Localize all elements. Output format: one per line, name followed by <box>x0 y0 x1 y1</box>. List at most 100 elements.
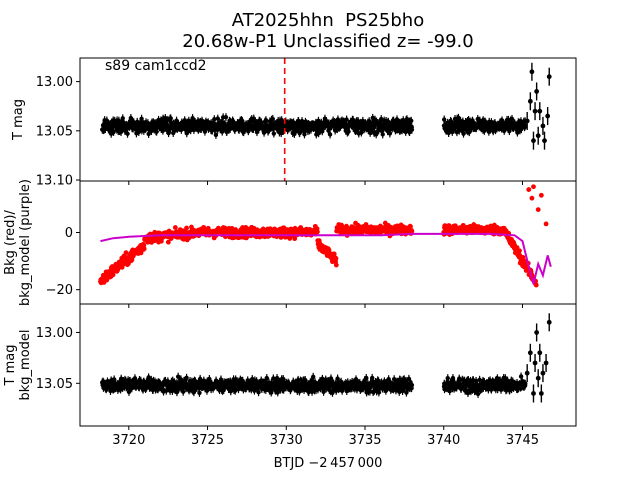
chart-title-line-1: AT2025hhn PS25bho <box>231 10 425 31</box>
data-point <box>271 131 277 136</box>
data-point <box>467 129 472 135</box>
bkg-point <box>533 282 539 288</box>
panel-middle: −20 0 Bkg (red)/bkg_model (purple) <box>3 179 577 308</box>
y-tick-label: 13.00 <box>36 75 73 90</box>
data-point <box>168 116 173 121</box>
y-axis-label: Bkg (red)/ <box>3 210 18 275</box>
data-point <box>310 374 316 380</box>
data-point <box>531 138 536 144</box>
bkg-point <box>526 187 532 192</box>
data-point <box>344 117 349 122</box>
bkg-point <box>184 225 189 231</box>
data-point <box>409 382 415 388</box>
y-tick-label: 0 <box>65 226 73 241</box>
data-point <box>271 376 276 381</box>
data-point <box>212 116 217 122</box>
data-point <box>540 123 546 129</box>
data-point <box>409 127 415 132</box>
data-point <box>445 375 450 381</box>
bkg-point <box>331 251 337 257</box>
y-axis-label: T mag <box>11 99 26 141</box>
bkg-point <box>529 195 535 201</box>
data-point <box>263 117 269 123</box>
data-point <box>535 133 541 139</box>
bkg-point <box>520 254 526 260</box>
y-tick-label: 13.05 <box>36 124 73 139</box>
data-point <box>270 116 275 122</box>
data-point <box>545 113 551 119</box>
data-point <box>523 123 528 128</box>
data-point <box>461 131 466 136</box>
data-point <box>507 128 512 134</box>
data-point <box>256 390 261 395</box>
data-point <box>442 117 447 122</box>
y-tick-label: −20 <box>46 283 73 298</box>
panel-bottom-data <box>100 313 552 403</box>
data-point <box>409 118 414 124</box>
bkg-point <box>172 225 178 230</box>
bkg-point <box>315 229 320 235</box>
data-point <box>387 131 393 136</box>
data-point <box>537 108 543 114</box>
data-point <box>527 98 533 104</box>
data-point <box>264 375 269 381</box>
panel-top-data <box>100 62 552 150</box>
bkg-point <box>165 239 171 245</box>
bkg-point <box>287 236 293 241</box>
data-point <box>184 375 189 381</box>
data-point <box>482 128 487 134</box>
data-point <box>457 128 462 133</box>
data-point <box>446 130 451 136</box>
bkg-point <box>460 222 466 228</box>
data-point <box>524 118 530 124</box>
bkg-point <box>543 221 549 227</box>
data-point <box>197 390 202 396</box>
y-axis-label: bkg_model (purple) <box>18 179 33 306</box>
data-point <box>160 128 166 133</box>
bkg-point <box>129 257 135 263</box>
data-point <box>380 132 385 137</box>
bkg-point <box>531 184 536 190</box>
data-point <box>534 89 540 94</box>
data-point <box>346 129 351 134</box>
bkg-point <box>408 224 413 229</box>
bkg-point <box>538 192 544 198</box>
data-point <box>302 132 307 137</box>
data-point <box>174 118 179 123</box>
data-point <box>125 131 130 136</box>
bkg-point <box>333 256 339 261</box>
bkg-point <box>409 228 415 234</box>
panel-top: 13.00 13.05 13.10 T mag <box>11 57 577 189</box>
y-tick-label: 13.10 <box>36 174 73 189</box>
bkg-point <box>333 262 339 268</box>
bkg-point <box>517 248 522 254</box>
bkg-point <box>141 246 147 252</box>
data-point <box>364 375 369 381</box>
data-point <box>175 374 181 379</box>
data-point <box>275 390 280 395</box>
data-point <box>546 74 552 80</box>
data-point <box>215 116 220 121</box>
data-point <box>297 130 302 136</box>
bkg-point <box>141 242 147 248</box>
data-point <box>394 117 400 122</box>
data-point <box>213 132 219 138</box>
data-point <box>403 129 408 135</box>
bkg-point <box>123 250 129 256</box>
bkg-model-line <box>100 232 552 285</box>
data-point <box>327 132 333 137</box>
data-point <box>223 114 229 120</box>
chart-title-line-2: 20.68w-P1 Unclassified z= -99.0 <box>182 31 474 52</box>
data-point <box>320 376 325 382</box>
data-point <box>274 375 280 381</box>
data-point <box>202 129 208 134</box>
data-point <box>456 115 461 121</box>
data-point <box>181 389 186 394</box>
data-point <box>139 116 144 121</box>
panel-middle-data <box>98 184 552 288</box>
bkg-point <box>535 207 541 213</box>
data-point <box>261 130 267 135</box>
data-point <box>529 69 535 75</box>
